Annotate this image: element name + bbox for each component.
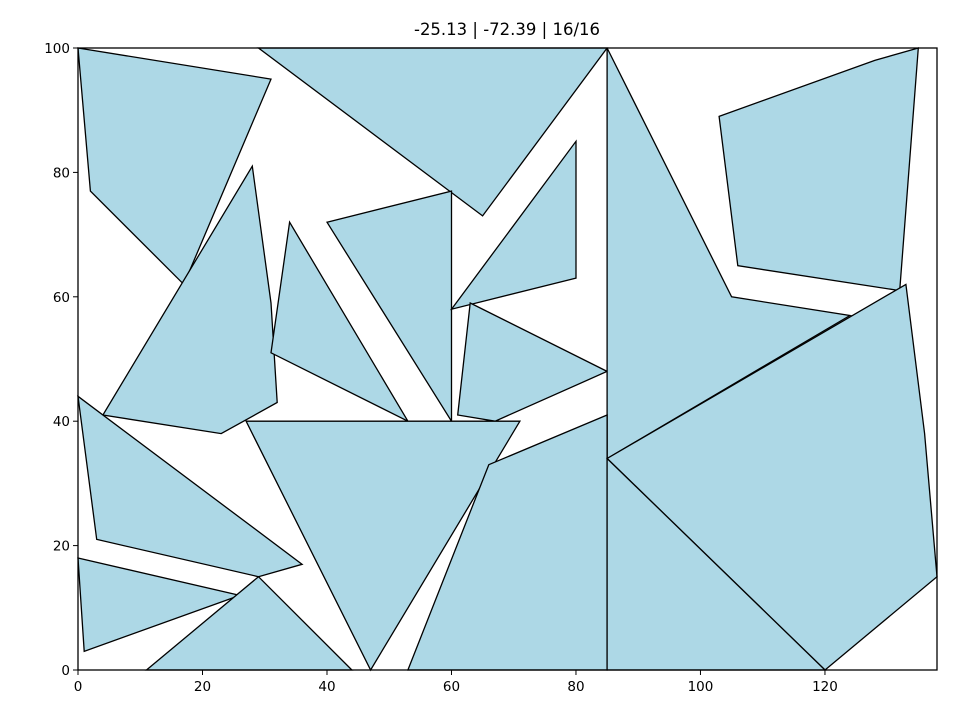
polygon-11 <box>77 557 243 653</box>
polygon-6 <box>449 139 577 311</box>
x-tick-label: 60 <box>443 679 460 695</box>
polygon-9 <box>718 47 920 292</box>
x-tick-label: 120 <box>812 679 838 695</box>
polygon-5 <box>325 190 453 424</box>
polygon-13 <box>245 420 522 672</box>
x-axis: 0 20 40 60 80 100 120 <box>74 670 838 695</box>
polygon-3 <box>101 164 278 435</box>
polygon-4 <box>270 220 410 423</box>
x-tick-label: 0 <box>74 679 83 695</box>
y-tick-label: 0 <box>61 663 70 679</box>
polygon-8 <box>606 47 852 460</box>
x-tick-label: 100 <box>688 679 714 695</box>
plot-frame <box>77 47 938 671</box>
polygon-layer <box>77 47 938 672</box>
y-tick-label: 80 <box>53 165 70 181</box>
chart-title: -25.13 | -72.39 | 16/16 <box>414 20 600 39</box>
y-axis: 0 20 40 60 80 100 <box>44 41 78 679</box>
y-tick-label: 40 <box>53 414 70 430</box>
x-tick-label: 40 <box>318 679 335 695</box>
x-tick-label: 80 <box>567 679 584 695</box>
x-tick-label: 20 <box>194 679 211 695</box>
y-tick-label: 100 <box>44 41 70 57</box>
y-tick-label: 60 <box>53 290 70 306</box>
y-tick-label: 20 <box>53 539 70 555</box>
